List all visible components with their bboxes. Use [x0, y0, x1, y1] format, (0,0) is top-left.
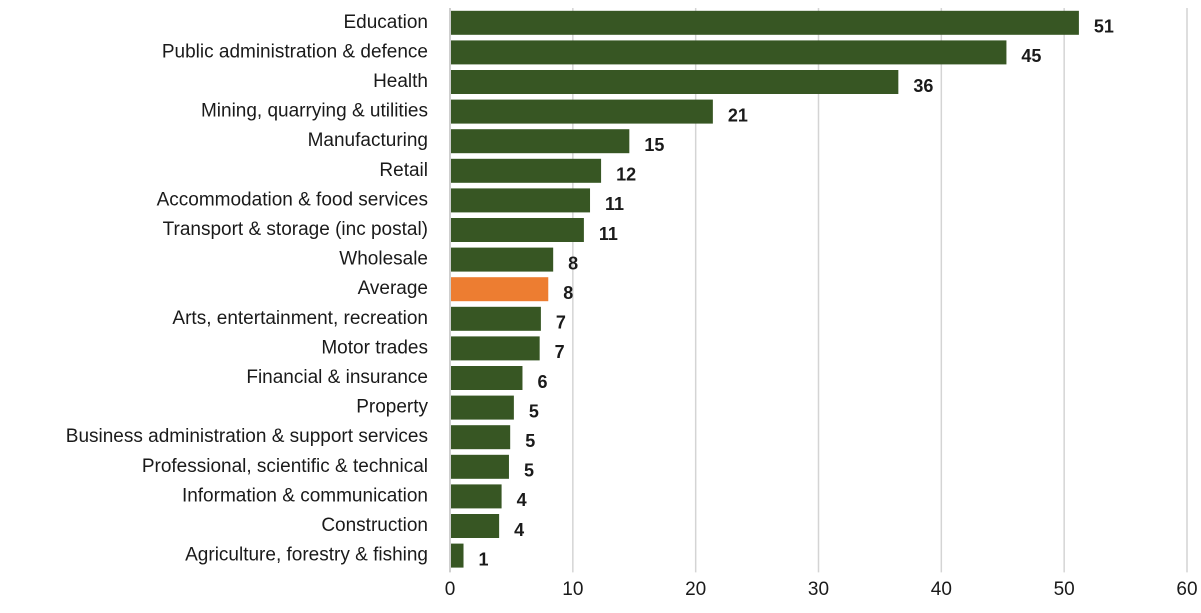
category-label-agriculture-forestry-fishing: Agriculture, forestry & fishing: [185, 545, 428, 566]
bar-arts-entertainment-recreation: [451, 306, 541, 331]
value-label-professional-scientific-technical: 5: [524, 461, 534, 481]
bar-property: [451, 395, 514, 420]
value-label-motor-trades: 7: [555, 342, 565, 362]
x-tick-label-0: 0: [445, 579, 456, 600]
value-label-arts-entertainment-recreation: 7: [556, 313, 566, 333]
value-label-accommodation-food-services: 11: [605, 194, 624, 214]
category-label-arts-entertainment-recreation: Arts, entertainment, recreation: [172, 308, 428, 329]
value-label-business-administration-support-services: 5: [525, 431, 535, 451]
bar-motor-trades: [451, 336, 540, 361]
category-label-financial-insurance: Financial & insurance: [246, 367, 428, 388]
x-tick-label-60: 60: [1176, 579, 1197, 600]
bar-mining-quarrying-utilities: [451, 99, 713, 124]
bar-public-administration-defence: [451, 40, 1007, 65]
category-label-accommodation-food-services: Accommodation & food services: [157, 189, 428, 210]
value-label-financial-insurance: 6: [537, 372, 547, 392]
bar-accommodation-food-services: [451, 188, 591, 213]
bar-average: [451, 277, 549, 302]
category-label-health: Health: [373, 71, 428, 92]
x-tick-label-20: 20: [685, 579, 706, 600]
bar-retail: [451, 158, 602, 183]
value-label-wholesale: 8: [568, 253, 578, 273]
bar-transport-storage-inc-postal: [451, 218, 584, 242]
bar-professional-scientific-technical: [451, 454, 509, 479]
value-label-manufacturing: 15: [644, 135, 664, 155]
value-label-average: 8: [563, 283, 573, 303]
bar-business-administration-support-services: [451, 425, 511, 450]
category-label-manufacturing: Manufacturing: [308, 130, 428, 151]
bar-education: [451, 10, 1079, 35]
bar-information-communication: [451, 484, 502, 509]
bar-wholesale: [451, 247, 554, 272]
category-label-motor-trades: Motor trades: [321, 337, 428, 358]
category-label-public-administration-defence: Public administration & defence: [162, 41, 428, 62]
category-label-construction: Construction: [321, 515, 428, 536]
category-label-mining-quarrying-utilities: Mining, quarrying & utilities: [201, 101, 428, 122]
value-label-information-communication: 4: [517, 490, 527, 510]
bar-manufacturing: [451, 129, 630, 154]
category-label-professional-scientific-technical: Professional, scientific & technical: [142, 456, 428, 477]
value-label-education: 51: [1094, 17, 1114, 37]
value-label-health: 36: [913, 76, 933, 96]
category-label-property: Property: [356, 397, 428, 418]
value-label-transport-storage-inc-postal: 11: [599, 224, 618, 244]
x-tick-label-30: 30: [808, 579, 829, 600]
category-label-information-communication: Information & communication: [182, 485, 428, 506]
bars: [451, 10, 1079, 568]
category-label-retail: Retail: [379, 160, 428, 181]
bar-health: [451, 70, 899, 94]
bar-construction: [451, 514, 500, 538]
category-label-transport-storage-inc-postal: Transport & storage (inc postal): [163, 219, 428, 240]
category-labels: Education Public administration & defence…: [66, 12, 429, 566]
value-label-retail: 12: [616, 165, 636, 185]
x-axis-ticks: 0 10 20 30 40 50 60: [445, 579, 1198, 600]
category-label-education: Education: [343, 12, 428, 33]
value-label-mining-quarrying-utilities: 21: [728, 105, 748, 125]
value-label-public-administration-defence: 45: [1021, 46, 1041, 66]
x-tick-label-50: 50: [1054, 579, 1075, 600]
category-label-business-administration-support-services: Business administration & support servic…: [66, 426, 428, 447]
bar-financial-insurance: [451, 366, 523, 390]
x-tick-label-10: 10: [562, 579, 583, 600]
category-label-wholesale: Wholesale: [339, 249, 428, 270]
x-tick-label-40: 40: [931, 579, 952, 600]
category-label-average: Average: [358, 278, 428, 299]
value-label-property: 5: [529, 401, 539, 421]
bar-agriculture-forestry-fishing: [451, 543, 464, 568]
value-label-construction: 4: [514, 520, 524, 540]
value-label-agriculture-forestry-fishing: 1: [479, 549, 489, 569]
